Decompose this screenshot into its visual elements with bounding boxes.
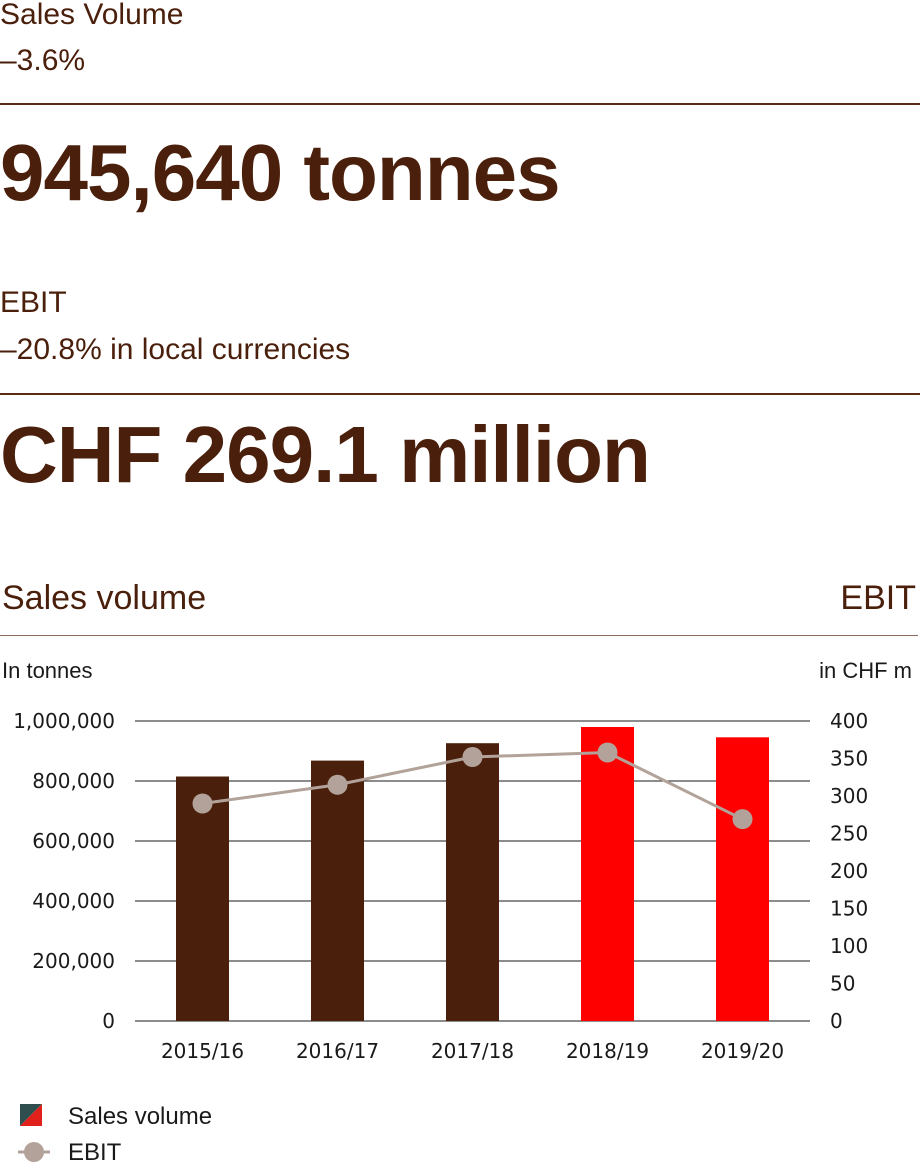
left-tick-label: 400,000 — [32, 889, 115, 913]
ebit-point-2016-17 — [327, 774, 348, 795]
left-tick-label: 200,000 — [32, 949, 115, 973]
bar-2015-16 — [176, 776, 229, 1021]
ebit-point-2017-18 — [462, 747, 483, 767]
x-tick-label: 2018/19 — [566, 1039, 649, 1063]
bar-2019-20 — [716, 737, 769, 1021]
x-tick-label: 2016/17 — [296, 1039, 379, 1063]
chart-divider — [0, 635, 918, 636]
right-tick-label: 300 — [830, 784, 868, 808]
right-tick-label: 400 — [830, 709, 868, 733]
x-tick-label: 2019/20 — [701, 1039, 784, 1063]
ebit-legend-icon — [18, 1140, 50, 1164]
right-tick-label: 0 — [830, 1009, 843, 1033]
legend-sales-volume: Sales volume — [68, 1103, 213, 1130]
left-axis-unit: In tonnes — [2, 658, 93, 683]
right-tick-label: 50 — [830, 972, 855, 996]
right-tick-label: 200 — [830, 859, 868, 883]
bar-2016-17 — [311, 760, 364, 1021]
left-tick-label: 1,000,000 — [13, 709, 115, 733]
x-axis-labels: 2015/16 2016/17 2017/18 2018/19 2019/20 — [161, 1039, 784, 1063]
chart-left-title: Sales volume — [2, 579, 207, 617]
legend-ebit: EBIT — [68, 1139, 122, 1166]
ebit-line-series — [192, 742, 753, 830]
left-tick-label: 600,000 — [32, 829, 115, 853]
right-tick-label: 250 — [830, 822, 868, 846]
right-axis-ticks: 0 50 100 150 200 250 300 350 400 — [830, 709, 868, 1033]
bar-series — [176, 727, 769, 1021]
ebit-change: –20.8% in local currencies — [0, 333, 351, 366]
ebit-point-2015-16 — [192, 793, 213, 814]
sales-volume-change: –3.6% — [0, 44, 86, 77]
left-axis-ticks: 0 200,000 400,000 600,000 800,000 1,000,000 — [13, 709, 115, 1033]
left-tick-label: 800,000 — [32, 769, 115, 793]
x-tick-label: 2015/16 — [161, 1039, 244, 1063]
right-tick-label: 150 — [830, 897, 868, 921]
ebit-point-2018-19 — [597, 742, 618, 763]
sales-volume-label: Sales Volume — [0, 0, 184, 31]
bar-2018-19 — [581, 727, 634, 1021]
bar-2017-18 — [446, 743, 499, 1021]
sales-volume-value: 945,640 tonnes — [0, 128, 561, 217]
ebit-value: CHF 269.1 million — [0, 410, 651, 499]
left-tick-label: 0 — [102, 1009, 115, 1033]
divider — [0, 393, 920, 395]
combo-chart: 0 200,000 400,000 600,000 800,000 1,000,000 0… — [13, 709, 868, 1063]
x-tick-label: 2017/18 — [431, 1039, 514, 1063]
right-axis-unit: in CHF m — [819, 658, 912, 683]
right-tick-label: 350 — [830, 747, 868, 771]
chart-right-title: EBIT — [840, 579, 916, 617]
sales-volume-legend-icon — [20, 1104, 42, 1126]
ebit-label: EBIT — [0, 286, 67, 319]
ebit-point-2019-20 — [732, 809, 753, 830]
divider — [0, 103, 920, 105]
right-tick-label: 100 — [830, 934, 868, 958]
